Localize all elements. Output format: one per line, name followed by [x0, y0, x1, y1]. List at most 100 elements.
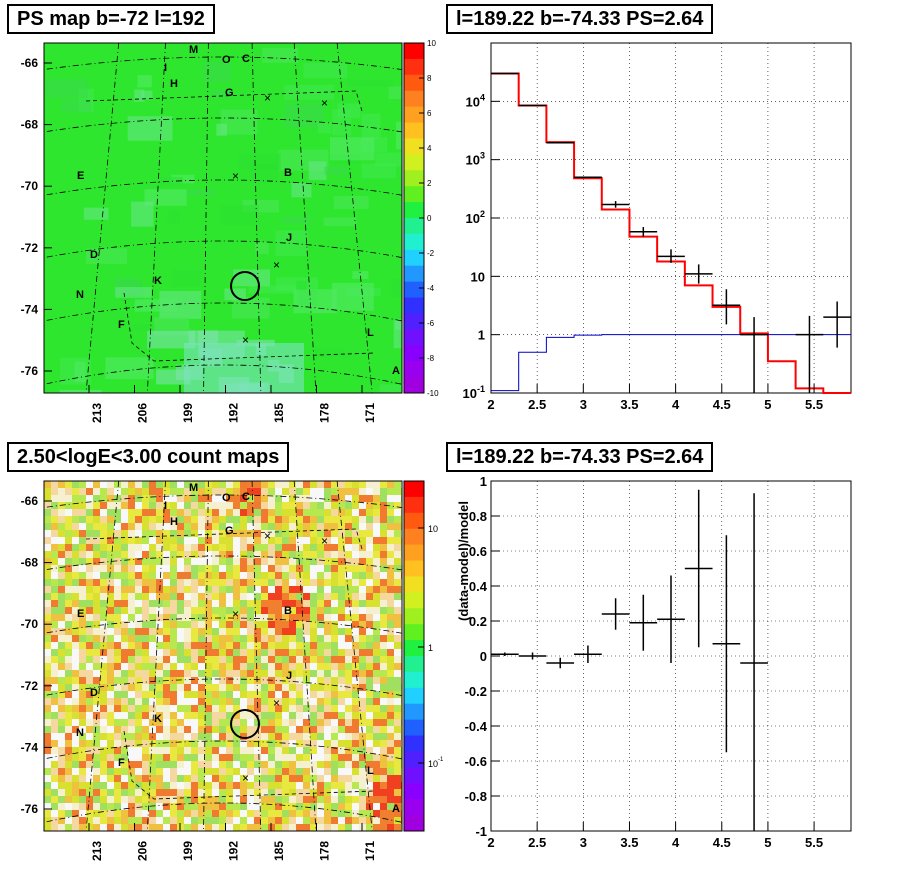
map-pixel: [135, 635, 142, 642]
map-pixel: [296, 544, 303, 551]
map-pixel: [331, 516, 338, 523]
map-pixel: [58, 621, 65, 628]
target-circle: [230, 271, 260, 301]
map-pixel: [149, 684, 156, 691]
map-pixel: [247, 782, 254, 789]
colorbar-segment: [404, 640, 424, 657]
map-pixel: [338, 572, 345, 579]
map-pixel: [128, 516, 135, 523]
map-pixel: [394, 544, 401, 551]
map-pixel: [198, 621, 205, 628]
map-pixel: [170, 775, 177, 782]
map-pixel: [387, 621, 394, 628]
map-pixel: [142, 600, 149, 607]
map-pixel: [324, 495, 331, 502]
map-pixel: [345, 558, 352, 565]
map-pixel: [51, 516, 58, 523]
map-pixel: [226, 684, 233, 691]
map-pixel: [163, 544, 170, 551]
map-pixel: [163, 635, 170, 642]
map-pixel: [303, 705, 310, 712]
map-pixel: [352, 761, 359, 768]
map-pixel: [107, 705, 114, 712]
map-pixel: [121, 726, 128, 733]
map-pixel: [303, 565, 310, 572]
map-pixel: [296, 684, 303, 691]
map-pixel: [380, 530, 387, 537]
map-pixel: [359, 726, 366, 733]
map-pixel: [380, 586, 387, 593]
map-pixel: [100, 810, 107, 817]
map-pixel: [58, 768, 65, 775]
map-pixel: [226, 656, 233, 663]
map-pixel: [58, 684, 65, 691]
map-pixel: [191, 607, 198, 614]
map-pixel: [240, 481, 247, 488]
map-pixel: [93, 684, 100, 691]
map-pixel: [282, 747, 289, 754]
map-pixel: [100, 558, 107, 565]
map-pixel: [72, 782, 79, 789]
map-pixel: [170, 544, 177, 551]
map-pixel: [254, 628, 261, 635]
map-pixel: [86, 712, 93, 719]
colorbar-segment: [404, 202, 424, 219]
map-pixel: [44, 502, 51, 509]
map-pixel: [373, 670, 380, 677]
map-pixels: [44, 43, 402, 393]
residual-chart: 2 2.5 3 3.5 4 4.5 5 5.510.80.60.40.20-0.2-0.4-0…: [456, 474, 852, 850]
map-pixel: [254, 810, 261, 817]
map-pixel: [170, 691, 177, 698]
map-pixel: [212, 544, 219, 551]
map-pixel: [317, 530, 324, 537]
map-pixel: [114, 747, 121, 754]
map-pixel: [107, 740, 114, 747]
map-pixel: [331, 782, 338, 789]
map-pixel: [345, 663, 352, 670]
source-label-g: G: [225, 525, 234, 537]
map-pixel: [254, 544, 261, 551]
map-pixel: [205, 775, 212, 782]
map-pixel: [79, 488, 86, 495]
map-pixel: [114, 768, 121, 775]
map-pixel: [205, 572, 212, 579]
map-pixel: [149, 614, 156, 621]
map-pixel: [149, 628, 156, 635]
map-pixel: [86, 740, 93, 747]
map-pixel: [233, 705, 240, 712]
map-pixel: [51, 523, 58, 530]
map-pixel: [366, 523, 373, 530]
map-pixel: [233, 740, 240, 747]
latitude-line: [44, 179, 402, 196]
map-pixel: [373, 747, 380, 754]
map-pixel: [184, 481, 191, 488]
map-patch: [379, 384, 402, 393]
map-pixel: [79, 733, 86, 740]
map-pixel: [380, 509, 387, 516]
map-pixel: [121, 488, 128, 495]
map-pixel: [198, 530, 205, 537]
map-pixel: [275, 600, 282, 607]
map-pixel: [261, 593, 268, 600]
map-pixel: [394, 817, 401, 824]
map-pixel: [331, 761, 338, 768]
map-pixel: [72, 635, 79, 642]
map-pixel: [191, 677, 198, 684]
map-pixel: [142, 523, 149, 530]
map-pixel: [212, 670, 219, 677]
map-pixel: [282, 789, 289, 796]
map-pixel: [51, 740, 58, 747]
map-pixel: [303, 754, 310, 761]
colorbar-tick-label: 4: [427, 144, 432, 153]
map-pixel: [380, 628, 387, 635]
map-pixel: [254, 621, 261, 628]
map-pixel: [254, 740, 261, 747]
map-pixel: [163, 691, 170, 698]
map-pixel: [296, 670, 303, 677]
map-pixel: [233, 523, 240, 530]
map-pixel: [184, 747, 191, 754]
map-pixel: [310, 607, 317, 614]
map-pixel: [247, 691, 254, 698]
map-pixel: [142, 656, 149, 663]
map-pixel: [359, 488, 366, 495]
